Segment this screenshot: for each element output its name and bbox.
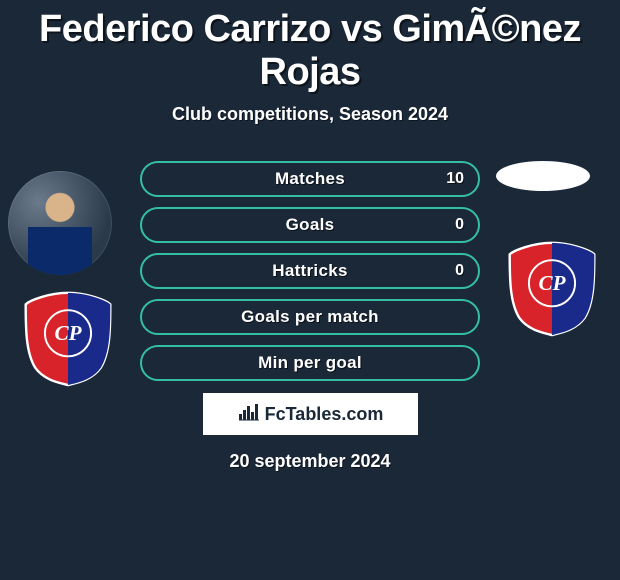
stat-row: Min per goal [140, 345, 480, 381]
player-right-avatar [496, 161, 590, 191]
club-right-shield-icon [502, 239, 602, 339]
stat-label: Goals per match [241, 307, 379, 327]
stat-value: 0 [455, 262, 464, 280]
stat-row: Goals per match [140, 299, 480, 335]
player-left-avatar [8, 171, 112, 275]
stat-label: Min per goal [258, 353, 362, 373]
stat-list: Matches 10 Goals 0 Hattricks 0 Goals per… [140, 161, 480, 381]
stat-label: Matches [275, 169, 345, 189]
stat-label: Hattricks [272, 261, 347, 281]
stat-row: Goals 0 [140, 207, 480, 243]
brand-text: FcTables.com [265, 404, 384, 425]
club-left-shield-icon [18, 289, 118, 389]
stat-row: Hattricks 0 [140, 253, 480, 289]
comparison-panel: Matches 10 Goals 0 Hattricks 0 Goals per… [0, 161, 620, 472]
bar-chart-icon [237, 400, 265, 429]
stat-value: 10 [446, 170, 464, 188]
subtitle: Club competitions, Season 2024 [0, 104, 620, 125]
stat-row: Matches 10 [140, 161, 480, 197]
brand-badge: FcTables.com [203, 393, 418, 435]
stat-label: Goals [286, 215, 335, 235]
stat-value: 0 [455, 216, 464, 234]
page-title: Federico Carrizo vs GimÃ©nez Rojas [0, 0, 620, 94]
date: 20 september 2024 [0, 451, 620, 472]
